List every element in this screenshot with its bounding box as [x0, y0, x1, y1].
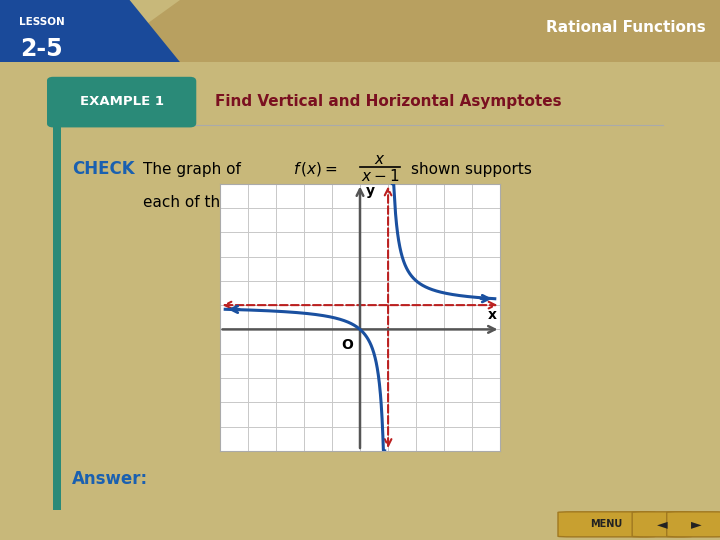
Text: The graph of: The graph of [143, 161, 241, 177]
Text: each of these findings.: each of these findings. [143, 195, 318, 210]
Text: $x$: $x$ [374, 152, 386, 167]
Text: LESSON: LESSON [19, 17, 64, 27]
Text: x: x [487, 308, 497, 322]
Text: CHECK: CHECK [72, 160, 135, 178]
FancyBboxPatch shape [47, 77, 197, 127]
FancyBboxPatch shape [632, 512, 692, 537]
Bar [53, 125, 60, 510]
Text: Rational Functions: Rational Functions [546, 21, 706, 36]
FancyBboxPatch shape [667, 512, 720, 537]
Text: Answer:: Answer: [72, 470, 148, 489]
Text: $x-1$: $x-1$ [361, 168, 399, 184]
Text: y: y [366, 184, 375, 198]
Text: EXAMPLE 1: EXAMPLE 1 [79, 96, 163, 109]
Text: ◄: ◄ [657, 517, 667, 531]
Polygon shape [94, 0, 720, 62]
Text: ►: ► [691, 517, 702, 531]
Text: $f\,(x)=$: $f\,(x)=$ [293, 160, 338, 178]
Text: 2-5: 2-5 [20, 37, 63, 60]
Text: shown supports: shown supports [411, 161, 532, 177]
Polygon shape [0, 0, 180, 62]
Text: O: O [341, 338, 353, 352]
Text: Find Vertical and Horizontal Asymptotes: Find Vertical and Horizontal Asymptotes [215, 94, 562, 110]
FancyBboxPatch shape [558, 512, 655, 537]
Text: MENU: MENU [590, 519, 623, 529]
